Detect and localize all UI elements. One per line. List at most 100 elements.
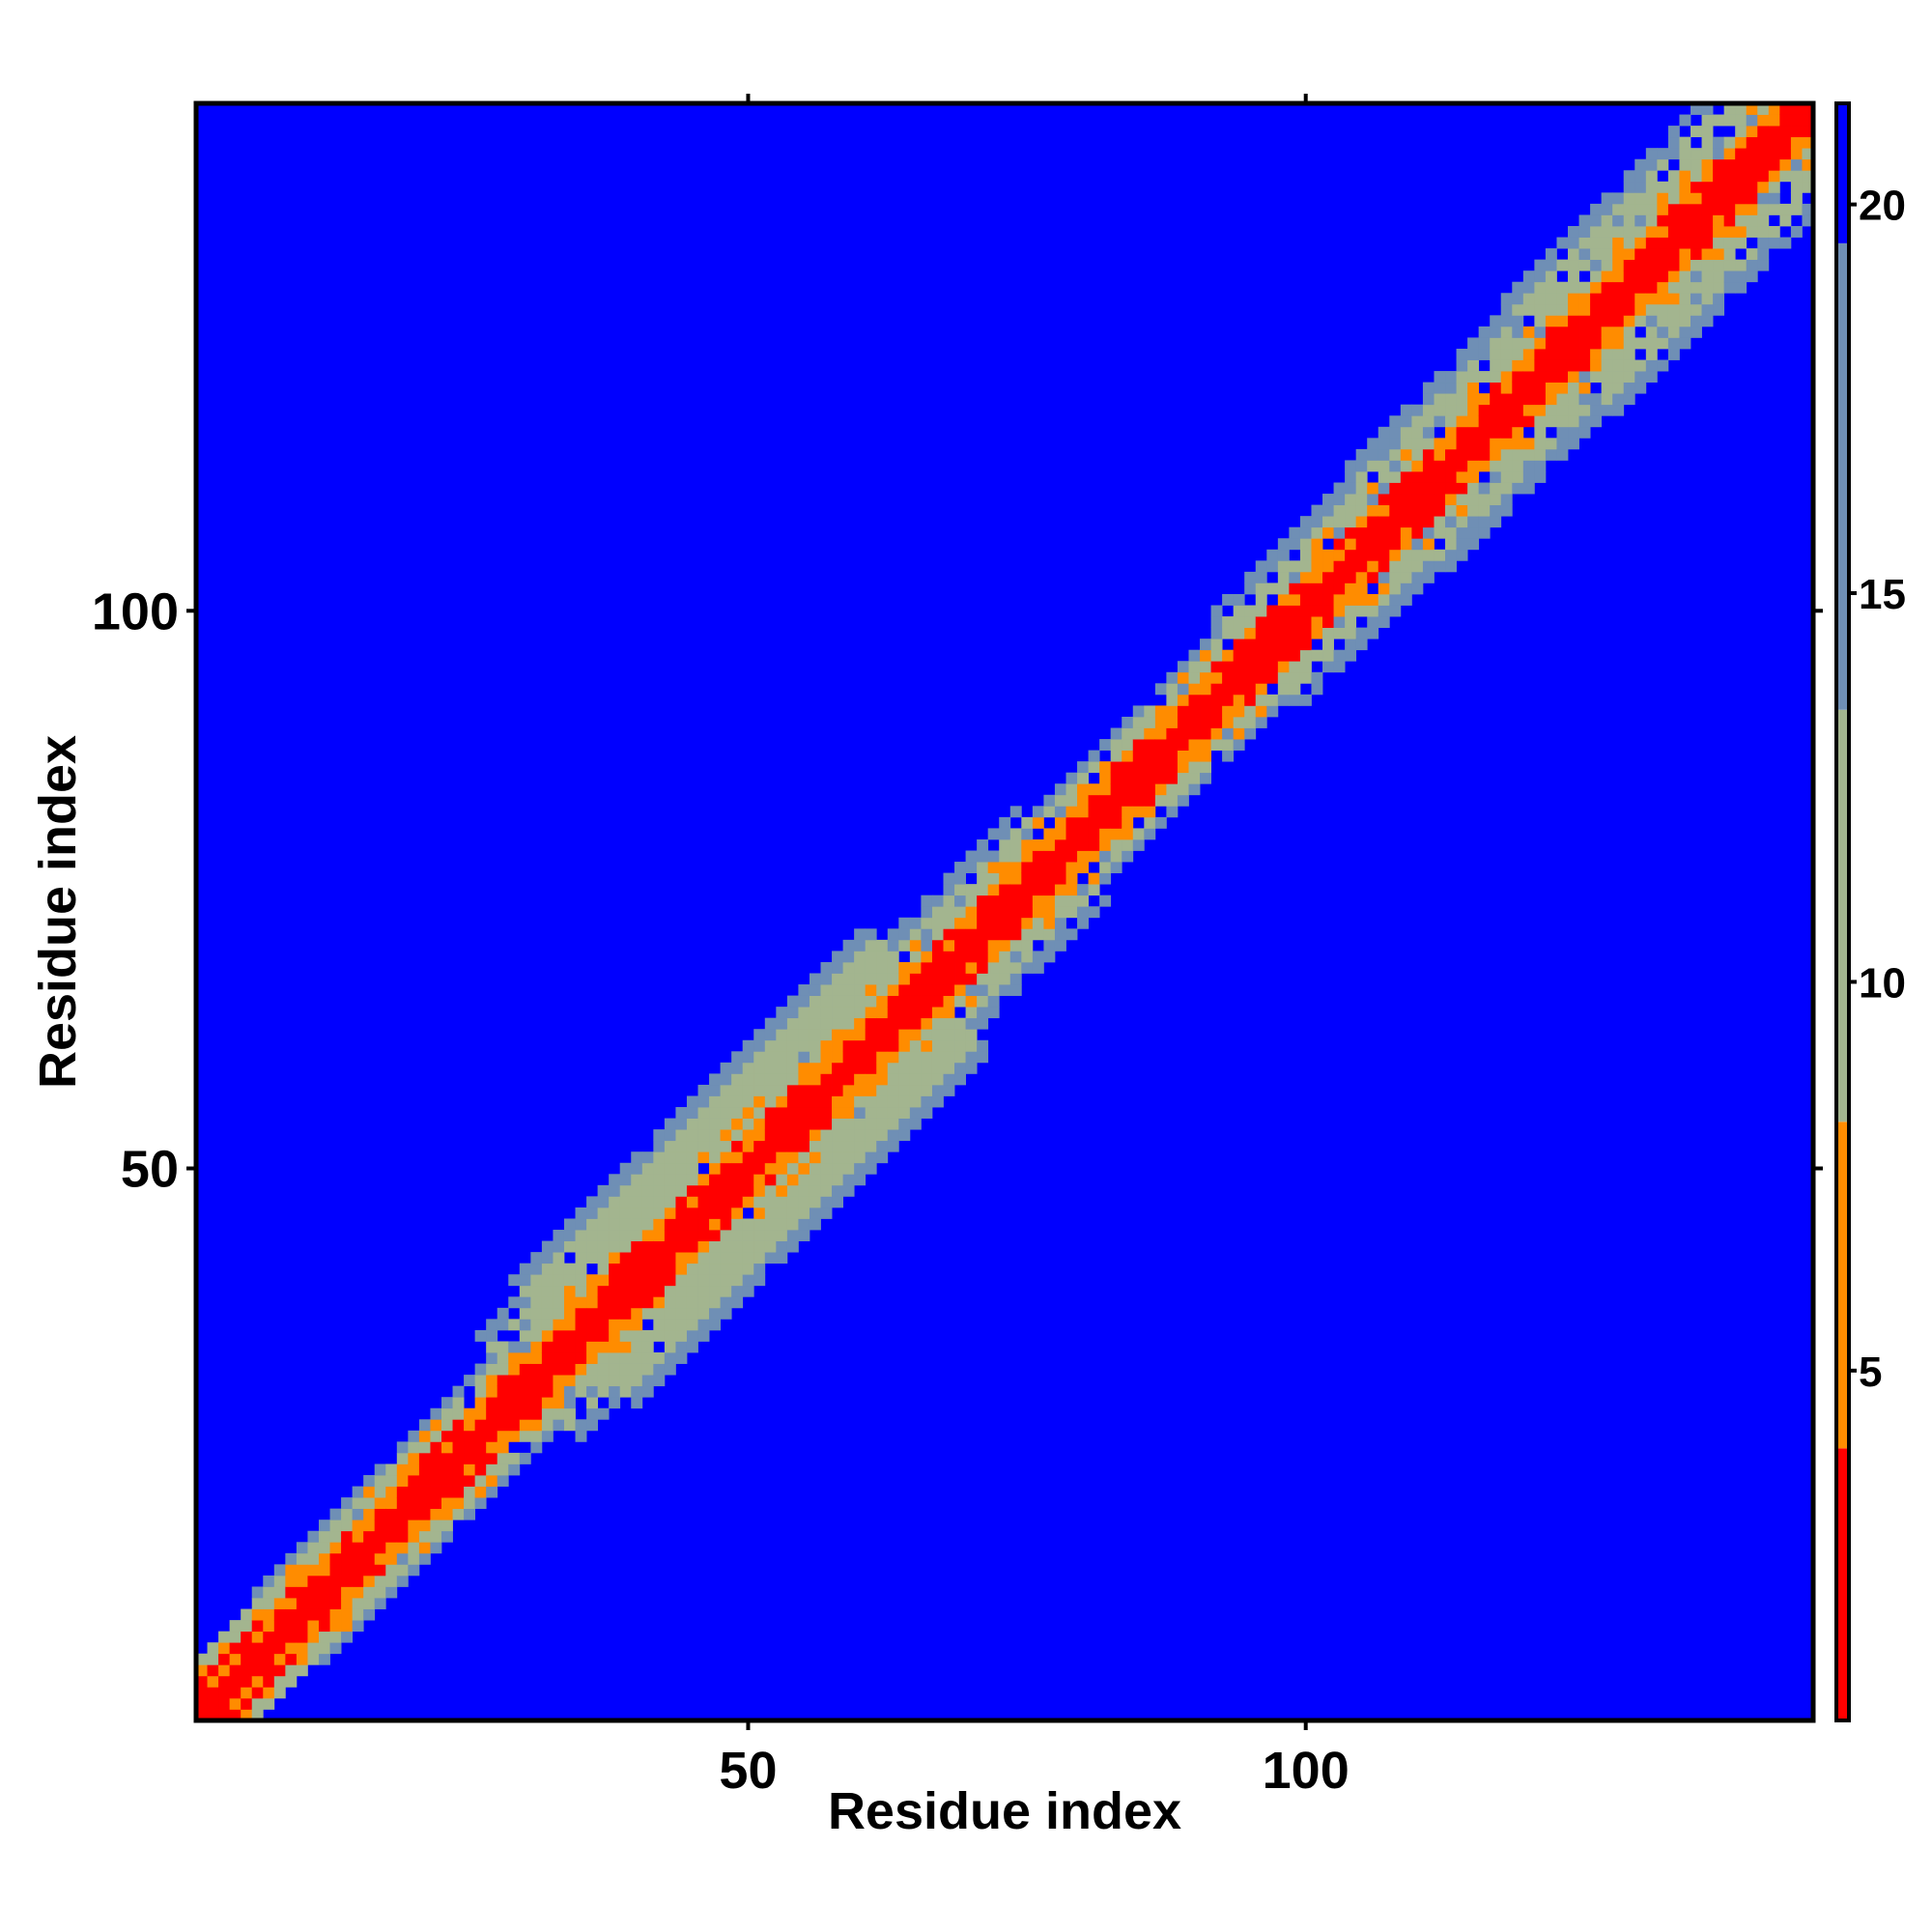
heatmap-cell (1400, 482, 1412, 495)
heatmap-cell (1255, 639, 1267, 651)
heatmap-cell (263, 1586, 275, 1599)
heatmap-cell (619, 1274, 632, 1287)
heatmap-cell (1378, 571, 1390, 583)
heatmap-cell (1623, 371, 1635, 384)
heatmap-cell (1077, 895, 1089, 907)
heatmap-cell (865, 928, 877, 941)
heatmap-cell (541, 1240, 554, 1253)
heatmap-cell (196, 1664, 208, 1677)
heatmap-cell (1690, 192, 1702, 205)
heatmap-cell (776, 1162, 788, 1175)
heatmap-cell (609, 1296, 621, 1309)
heatmap-cell (1556, 348, 1569, 360)
heatmap-cell (1568, 337, 1579, 350)
heatmap-cell (1255, 683, 1267, 696)
heatmap-cell (809, 1118, 821, 1130)
heatmap-cell (943, 872, 955, 885)
heatmap-cell (909, 1029, 922, 1041)
heatmap-cell (709, 1285, 721, 1297)
heatmap-cell (1311, 504, 1323, 517)
heatmap-cell (921, 1017, 933, 1030)
heatmap-cell (1478, 371, 1491, 384)
heatmap-cell (1768, 170, 1780, 183)
heatmap-cell (553, 1263, 565, 1275)
heatmap-cell (307, 1586, 320, 1599)
heatmap-cell (776, 1151, 788, 1164)
heatmap-cell (1021, 951, 1034, 963)
heatmap-cell (1009, 862, 1022, 873)
heatmap-cell (1779, 214, 1792, 227)
heatmap-cell (943, 951, 955, 963)
heatmap-cell (619, 1162, 632, 1175)
heatmap-cell (1657, 181, 1669, 193)
heatmap-cell (1122, 816, 1134, 829)
heatmap-cell (1122, 750, 1134, 762)
heatmap-cell (1723, 225, 1736, 238)
heatmap-cell (1667, 293, 1680, 305)
heatmap-cell (675, 1107, 688, 1119)
heatmap-cell (664, 1129, 676, 1142)
heatmap-cell (1490, 448, 1502, 461)
heatmap-cell (1177, 772, 1189, 784)
heatmap-cell (1400, 438, 1412, 450)
heatmap-cell (1289, 649, 1301, 662)
heatmap-cell (1456, 516, 1468, 528)
heatmap-cell (1590, 371, 1603, 384)
heatmap-cell (854, 961, 867, 974)
heatmap-cell (1779, 170, 1792, 183)
heatmap-cell (1568, 315, 1579, 327)
heatmap-cell (731, 1107, 744, 1119)
heatmap-cell (1623, 170, 1635, 183)
heatmap-cell (1623, 393, 1635, 406)
heatmap-cell (1590, 337, 1603, 350)
heatmap-cell (1790, 192, 1803, 205)
heatmap-cell (753, 1207, 766, 1219)
heatmap-cell (1757, 158, 1770, 171)
heatmap-cell (1500, 426, 1513, 439)
heatmap-cell (1556, 281, 1569, 294)
heatmap-cell (1601, 237, 1613, 249)
heatmap-cell (241, 1709, 253, 1721)
heatmap-cell (1534, 326, 1547, 338)
heatmap-cell (1367, 460, 1379, 472)
heatmap-cell (1311, 671, 1323, 684)
heatmap-cell (418, 1452, 431, 1464)
heatmap-cell (1802, 203, 1814, 215)
heatmap-cell (486, 1341, 498, 1353)
heatmap-cell (586, 1363, 599, 1376)
heatmap-cell (1345, 639, 1357, 651)
heatmap-cell (686, 1174, 698, 1186)
heatmap-cell (385, 1508, 398, 1520)
heatmap-cell (820, 1174, 833, 1186)
heatmap-cell (530, 1441, 543, 1454)
heatmap-cell (865, 951, 877, 963)
heatmap-cell (1188, 772, 1201, 784)
heatmap-cell (1299, 593, 1312, 606)
heatmap-cell (1122, 783, 1134, 796)
heatmap-cell (954, 973, 966, 985)
heatmap-cell (1132, 750, 1145, 762)
heatmap-cell (1790, 148, 1803, 160)
heatmap-cell (999, 961, 1011, 974)
heatmap-cell (820, 1162, 833, 1175)
heatmap-cell (1065, 816, 1078, 829)
heatmap-cell (1222, 705, 1235, 718)
heatmap-cell (1122, 716, 1134, 728)
heatmap-cell (697, 1151, 710, 1164)
heatmap-cell (798, 1007, 810, 1019)
heatmap-cell (508, 1341, 521, 1353)
heatmap-cell (464, 1430, 476, 1442)
heatmap-cell (1099, 806, 1112, 818)
heatmap-cell (1077, 794, 1089, 807)
heatmap-cell (1713, 293, 1725, 305)
heatmap-cell (519, 1385, 531, 1398)
heatmap-cell (742, 1240, 754, 1253)
heatmap-cell (408, 1564, 420, 1577)
heatmap-cell (798, 1162, 810, 1175)
heatmap-cell (1746, 192, 1758, 205)
heatmap-cell (1645, 203, 1658, 215)
heatmap-cell (1601, 248, 1613, 261)
heatmap-cell (1099, 862, 1112, 873)
heatmap-cell (1009, 951, 1022, 963)
heatmap-cell (1333, 504, 1346, 517)
